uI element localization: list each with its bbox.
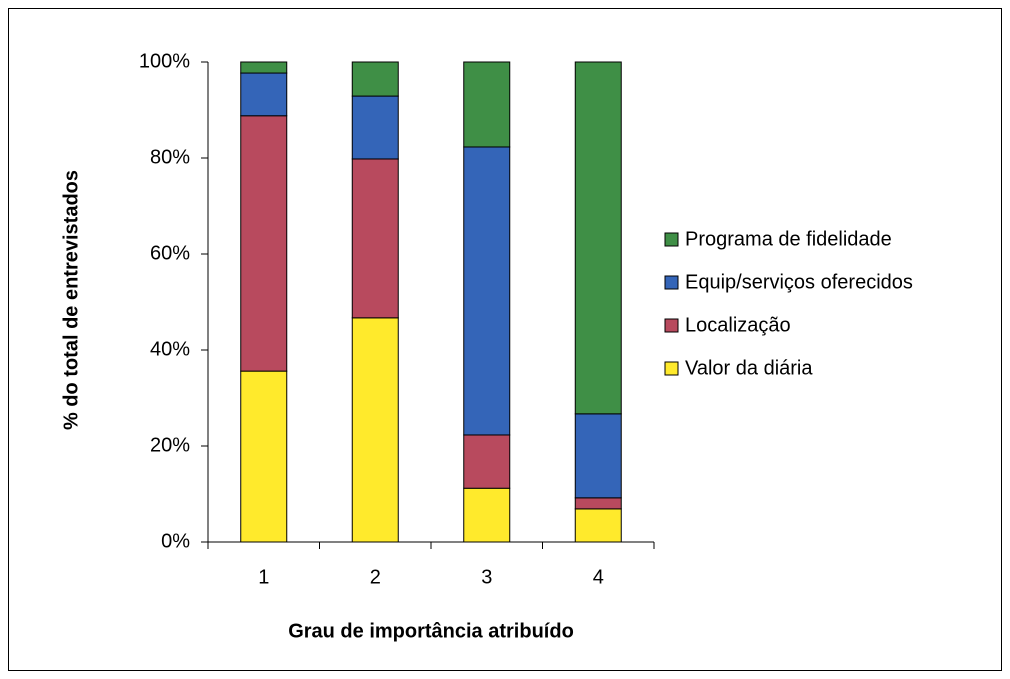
y-tick-label: 20%	[150, 434, 190, 456]
y-tick-label: 100%	[139, 50, 190, 72]
bar-segment	[240, 370, 288, 543]
bar-segment	[463, 146, 511, 436]
y-tick-label: 0%	[161, 530, 190, 552]
bar-segment	[463, 487, 511, 543]
x-tick-label: 1	[258, 566, 269, 588]
bar-segment	[351, 95, 399, 160]
bar-segment	[574, 413, 622, 499]
legend-swatch	[664, 232, 679, 247]
bar-segment	[240, 61, 288, 74]
bar-segment	[351, 61, 399, 97]
legend-label: Equip/serviços oferecidos	[685, 271, 913, 293]
y-tick-label: 80%	[150, 146, 190, 168]
legend-swatch	[664, 361, 679, 376]
bar-segment	[240, 72, 288, 117]
x-tick-label: 2	[370, 566, 381, 588]
x-tick-label: 4	[593, 566, 604, 588]
legend-label: Valor da diária	[685, 357, 813, 379]
x-tick-label: 3	[481, 566, 492, 588]
bar-segment	[240, 115, 288, 372]
legend-swatch	[664, 318, 679, 333]
bar-segment	[574, 61, 622, 415]
x-axis-title: Grau de importância atribuído	[288, 620, 574, 642]
legend-label: Localização	[685, 314, 791, 336]
bar-segment	[351, 158, 399, 319]
bar-segment	[351, 317, 399, 543]
y-tick-label: 40%	[150, 338, 190, 360]
bar-segment	[463, 61, 511, 148]
bar-segment	[574, 508, 622, 543]
bar-segment	[574, 497, 622, 510]
bar-segment	[463, 434, 511, 489]
y-tick-label: 60%	[150, 242, 190, 264]
y-axis-title: % do total de entrevistados	[60, 170, 82, 430]
legend-swatch	[664, 275, 679, 290]
legend-label: Programa de fidelidade	[685, 228, 892, 250]
